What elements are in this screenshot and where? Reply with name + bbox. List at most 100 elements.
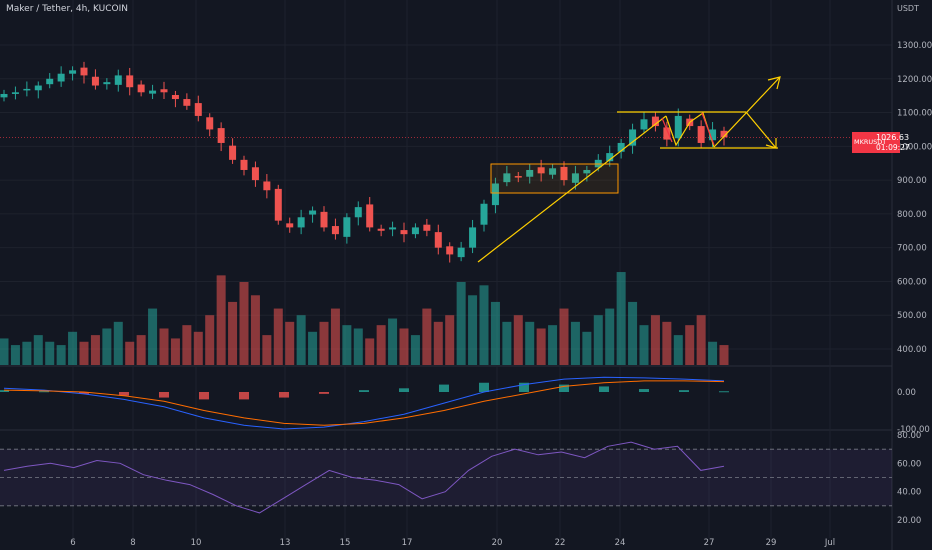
volume-bar	[399, 328, 409, 365]
volume-bar	[125, 341, 135, 365]
volume-bar	[22, 341, 32, 365]
volume-bar	[502, 321, 512, 365]
volume-bar	[365, 338, 375, 365]
volume-bar	[216, 275, 226, 365]
candle-body	[491, 183, 499, 206]
volume-bar	[559, 308, 569, 365]
candle-body	[126, 75, 134, 88]
candle-body	[366, 204, 374, 228]
date-tick-label: 6	[70, 538, 75, 548]
volume-bar	[410, 335, 420, 365]
macd-histogram-bar	[0, 390, 9, 392]
candle-body	[629, 129, 637, 146]
candle-body	[46, 78, 54, 85]
volume-bar	[548, 325, 558, 365]
trend-drawings[interactable]	[477, 76, 781, 263]
macd-histogram-bar	[479, 382, 489, 392]
macd-histogram-bar	[319, 392, 329, 394]
candle-body	[149, 90, 157, 94]
candle-body	[331, 226, 339, 235]
candle-body	[114, 75, 122, 85]
volume-bar	[388, 318, 398, 365]
volume-bar	[102, 328, 112, 365]
price-tick-label: 400.00	[897, 345, 927, 355]
candle-body	[229, 145, 237, 160]
macd-line	[3, 376, 725, 430]
candle-body	[663, 127, 671, 140]
macd-histogram-bar	[119, 392, 129, 396]
volume-bar	[662, 321, 672, 365]
candle-body	[160, 89, 168, 93]
candle-body	[537, 167, 545, 174]
volume-bar	[639, 325, 649, 365]
macd-tick-label: 0.00	[897, 388, 916, 398]
candle-body	[617, 142, 625, 152]
volume-bar	[45, 341, 55, 365]
candle-body	[606, 153, 614, 162]
candle-body	[11, 92, 19, 94]
candle-body	[91, 76, 99, 86]
volume-bar	[0, 338, 9, 365]
date-tick-label: 22	[555, 538, 566, 548]
volume-bar	[262, 335, 272, 365]
volume-bar	[696, 315, 706, 365]
candle-body	[514, 176, 522, 178]
volume-bar	[490, 301, 500, 365]
macd-histogram-bar	[79, 392, 89, 394]
macd-histogram-bar	[719, 391, 729, 393]
price-tick-label: 1100.00	[897, 109, 932, 119]
volume-bar	[479, 285, 489, 365]
macd-histogram-bar	[559, 384, 569, 392]
candle-body	[434, 232, 442, 248]
date-tick-label: 15	[340, 538, 351, 548]
macd-pane	[0, 376, 729, 430]
volume-bar	[536, 328, 546, 365]
volume-bar	[296, 315, 306, 365]
volume-bar	[650, 315, 660, 365]
rsi-tick-label: 80.00	[897, 431, 921, 441]
candle-body	[354, 207, 362, 218]
candle-body	[263, 181, 271, 191]
candle-body	[400, 230, 408, 235]
candles	[0, 61, 728, 263]
candle-body	[240, 159, 248, 170]
candle-body	[194, 103, 202, 116]
candle-body	[549, 168, 557, 175]
candle-body	[103, 82, 111, 85]
trend-line	[477, 115, 667, 263]
candle-body	[377, 228, 385, 231]
candle-body	[343, 217, 351, 237]
volume-bar	[582, 331, 592, 365]
macd-histogram-bar	[639, 389, 649, 392]
date-tick-label: 10	[191, 538, 202, 548]
candle-body	[526, 169, 534, 177]
grid-lines	[0, 0, 893, 550]
bullish-projection	[713, 76, 781, 148]
rsi-tick-label: 60.00	[897, 459, 921, 469]
candle-body	[274, 188, 282, 221]
candle-body	[206, 117, 214, 130]
volume-bar	[285, 321, 295, 365]
volume-bar	[170, 338, 180, 365]
volume-bar	[685, 325, 695, 365]
macd-histogram-bar	[199, 392, 209, 400]
macd-histogram-bar	[599, 386, 609, 392]
rsi-pane	[3, 441, 725, 514]
date-tick-label: 20	[492, 538, 503, 548]
volume-bar	[68, 331, 78, 365]
volume-bar	[616, 272, 626, 365]
volume-bar	[193, 331, 203, 365]
volume-bar	[273, 308, 283, 365]
rsi-line	[3, 441, 725, 514]
volume-bar	[136, 335, 146, 365]
volume-bar	[342, 325, 352, 365]
price-tag-countdown: 01:09:27	[876, 143, 910, 152]
macd-histogram-bar	[239, 392, 249, 400]
volume-bars	[0, 272, 729, 365]
volume-bar	[422, 308, 432, 365]
volume-bar	[148, 308, 158, 365]
volume-bar	[708, 341, 718, 365]
currency-label: USDT	[897, 4, 919, 13]
